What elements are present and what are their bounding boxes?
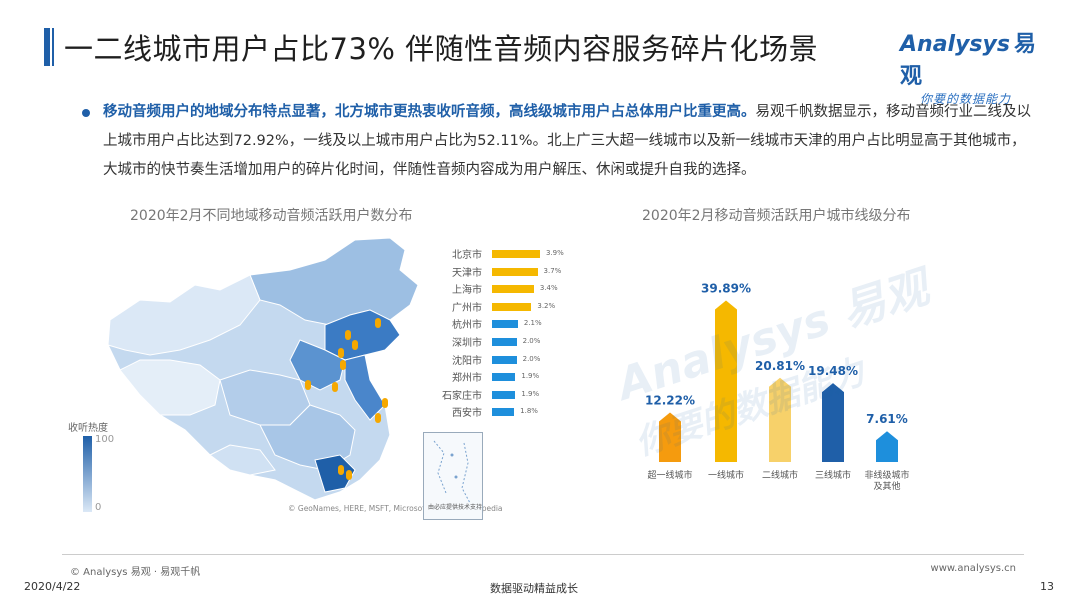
summary-highlight: 移动音频用户的地域分布特点显著，北方城市更热衷收听音频，高线级城市用户占总体用户… (103, 104, 756, 120)
tier-category-label: 二线城市 (762, 469, 798, 481)
legend-min: 0 (95, 502, 102, 513)
city-value-label: 2.0% (522, 337, 541, 345)
tier-category-label: 超一线城市 (647, 469, 692, 481)
city-label: 广州市 (452, 302, 482, 314)
city-value-label: 2.1% (523, 319, 542, 328)
title-accent-bar (44, 28, 50, 66)
city-bar (492, 390, 516, 399)
city-value-label: 1.9% (521, 372, 540, 381)
city-label: 上海市 (452, 285, 482, 297)
city-bar (492, 355, 517, 364)
map-chart-title: 2020年2月不同地域移动音频活跃用户数分布 (130, 208, 413, 224)
title-accent-bar-thin (52, 28, 54, 66)
tier-value-label: 20.81% (755, 359, 805, 373)
logo-prefix: A (900, 32, 918, 57)
city-value-label: 1.9% (521, 389, 540, 398)
tier-bar (659, 412, 681, 462)
footer-divider (62, 554, 1024, 555)
map-copyright: © GeoNames, HERE, MSFT, Microsoft, Navin… (288, 504, 503, 513)
tier-category-label: 一线城市 (708, 469, 744, 481)
tier-bar-chart: 12.22% 超一线城市 39.89% 一线城市 20.81% 二线城市 19.48% 三线城… (645, 282, 910, 492)
bullet-dot-icon (82, 109, 90, 117)
city-value-label: 3.2% (537, 301, 556, 310)
page-number: 13 (1040, 580, 1054, 593)
logo-brand: nalysys (917, 32, 1010, 57)
legend-gradient (83, 436, 92, 512)
legend-max: 100 (95, 434, 115, 445)
tier-bar (715, 300, 737, 462)
footer-source: © Analysys 易观 · 易观千帆 (70, 567, 201, 578)
city-label: 杭州市 (452, 320, 482, 332)
tier-value-label: 12.22% (645, 394, 695, 408)
legend-title: 收听热度 (68, 423, 108, 434)
city-label: 郑州市 (452, 373, 482, 385)
analysys-logo: Analysys 易观 你要的数据能力 (900, 26, 1050, 106)
city-label: 天津市 (452, 267, 482, 279)
tier-value-label: 7.61% (866, 412, 908, 426)
city-bar (492, 302, 532, 311)
city-value-label: 3.4% (539, 284, 558, 293)
tier-value-label: 39.89% (701, 282, 751, 296)
inset-label: 由必应提供技术支持 (428, 504, 483, 511)
city-bar (492, 320, 518, 329)
city-label: 石家庄市 (442, 390, 482, 402)
city-label: 深圳市 (452, 338, 482, 349)
tier-bar (876, 431, 898, 462)
logo-slogan: 你要的数据能力 (920, 92, 1012, 106)
footer-slogan: 数据驱动精益成长 (490, 582, 578, 595)
city-bar (492, 267, 538, 276)
city-bar (492, 408, 515, 417)
logo-cn: 易观 (900, 32, 1036, 89)
tier-category-label: 及其他 (873, 480, 900, 492)
page-title: 一二线城市用户占比73% 伴随性音频内容服务碎片化场景 (64, 32, 819, 66)
city-label: 西安市 (452, 408, 482, 420)
summary-text: 易观千帆数据显示，移动音频行业二线及以上城市用户占比达到72.92%，一线及以上… (103, 104, 1031, 178)
inset-map (433, 440, 471, 504)
tier-category-label: 非线级城市 (864, 469, 909, 481)
city-label: 沈阳市 (452, 355, 482, 367)
city-bar (492, 373, 516, 382)
city-value-label: 3.7% (543, 266, 562, 275)
tier-chart-title: 2020年2月移动音频活跃用户城市线级分布 (642, 208, 911, 224)
tier-bar (822, 383, 844, 462)
tier-value-label: 19.48% (808, 364, 858, 378)
city-value-label: 3.9% (546, 249, 564, 257)
city-value-label: 1.8% (520, 407, 538, 416)
south-china-sea-inset: 由必应提供技术支持 (423, 432, 483, 520)
tier-category-label: 三线城市 (815, 469, 851, 481)
city-value-label: 2.0% (522, 354, 541, 363)
footer-date: 2020/4/22 (24, 580, 81, 593)
china-map (107, 237, 419, 501)
city-label: 北京市 (452, 250, 482, 261)
summary-paragraph: 移动音频用户的地域分布特点显著，北方城市更热衷收听音频，高线级城市用户占总体用户… (103, 98, 1033, 185)
city-bar (492, 338, 517, 346)
footer-website[interactable]: www.analysys.cn (930, 563, 1016, 574)
city-bar (492, 285, 534, 294)
tier-bar (769, 377, 791, 462)
city-bar (492, 250, 540, 258)
